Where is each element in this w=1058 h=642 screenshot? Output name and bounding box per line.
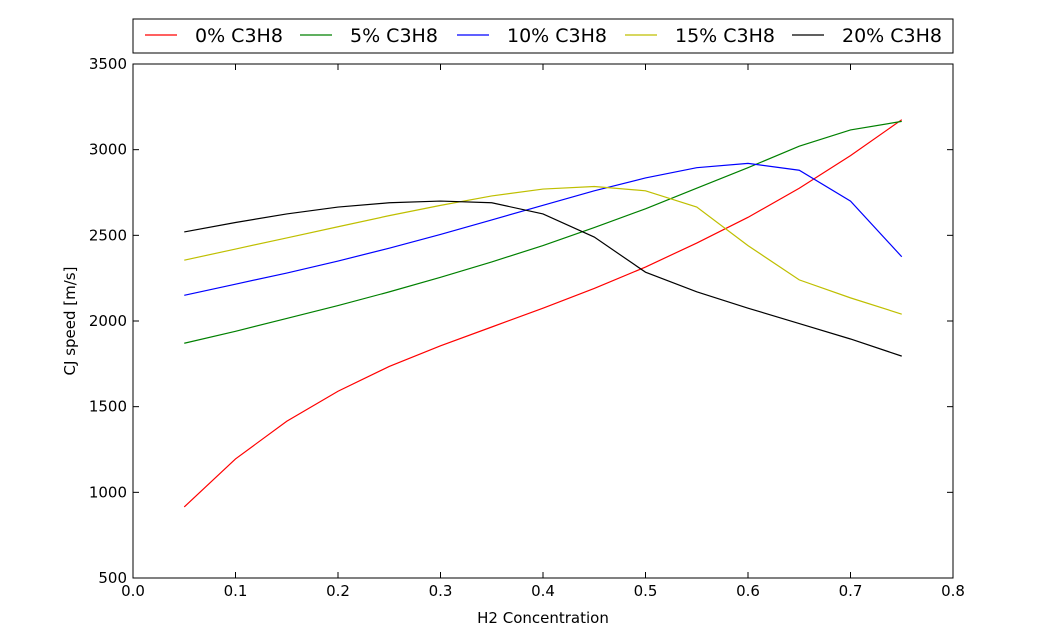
legend-frame xyxy=(132,18,954,54)
x-tick-label: 0.2 xyxy=(326,582,350,600)
series-line-2 xyxy=(184,162,903,296)
x-axis-label: H2 Concentration xyxy=(477,609,609,627)
x-tick-label: 0.5 xyxy=(634,582,658,600)
legend-label-4: 20% C3H8 xyxy=(842,25,942,47)
x-axis: 0.0 0.1 0.2 0.3 0.4 0.5 0.6 0.7 0.8 xyxy=(121,64,965,600)
x-tick-label: 0.4 xyxy=(531,582,555,600)
x-tick-label: 0.0 xyxy=(121,582,145,600)
y-tick-label: 1500 xyxy=(89,398,127,416)
series-line-4 xyxy=(184,200,902,357)
y-tick-label: 2000 xyxy=(89,312,127,330)
y-axis-label: CJ speed [m/s] xyxy=(61,267,79,376)
y-tick-label: 500 xyxy=(98,569,127,587)
y-tick-label: 3500 xyxy=(89,55,127,73)
series-line-1 xyxy=(184,120,902,344)
legend-label-0: 0% C3H8 xyxy=(195,25,283,47)
y-tick-label: 3000 xyxy=(89,141,127,159)
x-tick-label: 0.7 xyxy=(839,582,863,600)
legend: 0% C3H8 5% C3H8 10% C3H8 15% C3H8 20% C3H8 xyxy=(132,18,954,54)
y-tick-label: 1000 xyxy=(89,483,127,501)
series-layer xyxy=(183,119,903,508)
legend-label-1: 5% C3H8 xyxy=(350,25,438,47)
plot-frame xyxy=(132,63,954,579)
x-tick-label: 0.8 xyxy=(941,582,965,600)
series-line-3 xyxy=(184,185,902,315)
y-tick-label: 2500 xyxy=(89,226,127,244)
legend-items: 0% C3H8 5% C3H8 10% C3H8 15% C3H8 20% C3H8 xyxy=(145,25,942,47)
legend-label-2: 10% C3H8 xyxy=(507,25,607,47)
x-tick-label: 0.6 xyxy=(736,582,760,600)
x-tick-label: 0.3 xyxy=(429,582,453,600)
x-tick-label: 0.1 xyxy=(224,582,248,600)
y-axis: 500 1000 1500 2000 2500 3000 3500 xyxy=(89,55,953,587)
legend-label-3: 15% C3H8 xyxy=(675,25,775,47)
series-line-0 xyxy=(183,119,903,508)
